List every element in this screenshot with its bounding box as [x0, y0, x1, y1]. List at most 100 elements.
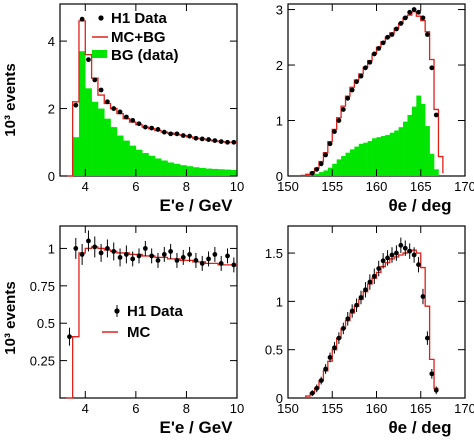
data-point [155, 258, 161, 263]
data-point [130, 256, 136, 262]
data-point [332, 129, 337, 135]
y-tick-label: 4 [48, 34, 55, 49]
legend-label-bg: BG (data) [111, 47, 179, 64]
data-point [318, 161, 324, 167]
data-point [231, 139, 237, 145]
data-point [309, 390, 315, 396]
data-point [336, 118, 342, 123]
bg-hist-bar [407, 114, 413, 176]
bg-hist-bar [142, 153, 149, 176]
panel-top-left: 4 6 8 10 0 2 4 E'e / GeV 10³ events H1 Data MC… [2, 3, 244, 215]
bg-hist-bar [173, 163, 181, 176]
data-point [199, 260, 205, 266]
bg-hist-bar [372, 138, 377, 176]
bg-hist-bar [318, 172, 324, 176]
x-tick-label: 170 [454, 179, 474, 194]
data-point [380, 40, 386, 46]
bg-hist-bar [367, 141, 373, 176]
bg-hist-bar [148, 155, 156, 176]
bg-hist-bar [104, 118, 111, 176]
data-point [363, 65, 368, 71]
data-point [371, 51, 377, 57]
bg-hist-bar [97, 108, 105, 176]
data-point [323, 366, 329, 372]
bg-hist-bar [376, 137, 382, 176]
bg-hist-bar [349, 149, 355, 176]
data-point [318, 378, 324, 384]
bg-hist-bar [129, 145, 137, 176]
panel-bottom-right: 150 155 160 165 170 0 0.5 1 1.5 θe / deg [265, 225, 474, 437]
bg-hist-bar [78, 51, 86, 177]
data-point [367, 59, 373, 65]
x-tick-label: 150 [277, 179, 299, 194]
bg-hist-bar [224, 169, 231, 176]
data-point [424, 335, 430, 341]
x-tick-label: 165 [410, 179, 432, 194]
y-tick-label: 1 [48, 241, 55, 256]
data-point [199, 136, 205, 142]
data-point [416, 262, 421, 268]
data-point [174, 131, 180, 137]
legend-label-mc: MC+BG [111, 29, 166, 46]
data-point [67, 334, 72, 340]
data-point [142, 124, 148, 130]
y-tick-label: 0.5 [265, 343, 283, 358]
x-tick-label: 8 [183, 401, 190, 416]
mc-step-line [66, 246, 237, 399]
x-tick-label: 10 [230, 179, 244, 194]
data-point [420, 294, 426, 299]
data-point [371, 273, 377, 279]
data-point [161, 129, 167, 135]
y-tick-label: 0.25 [30, 354, 55, 369]
bg-hist-bar [116, 135, 124, 176]
bg-hist-bar [110, 127, 118, 176]
data-point [327, 355, 333, 360]
x-tick-label: 160 [366, 179, 388, 194]
x-tick-label: 160 [366, 401, 388, 416]
bg-hist-bar [186, 166, 194, 176]
bg-hist-bar [85, 88, 92, 176]
data-point [394, 26, 399, 32]
data-point [117, 255, 123, 260]
bg-hist-bar [345, 152, 351, 176]
bg-hist-bar [420, 103, 426, 176]
bg-hist-bar [323, 170, 329, 176]
data-point [212, 138, 218, 143]
x-axis-label: E'e / GeV [159, 418, 233, 437]
panel-top-right: 150 155 160 165 170 0 1 2 3 θe / deg [276, 3, 474, 215]
bg-hist-bar [336, 159, 342, 176]
data-point [123, 252, 129, 257]
legend: H1 Data MC [102, 303, 184, 341]
bg-hist-bar [429, 153, 435, 176]
data-point [73, 102, 79, 108]
data-point [314, 166, 320, 172]
data-point [407, 248, 413, 254]
bg-hist-bar [211, 168, 219, 176]
x-tick-label: 170 [454, 401, 474, 416]
data-point [358, 73, 364, 79]
data-point [86, 238, 91, 244]
data-point [429, 65, 435, 71]
data-point [340, 326, 346, 331]
data-point [105, 99, 110, 105]
data-point [367, 279, 373, 285]
data-point [398, 242, 404, 248]
y-tick-label: 0 [276, 391, 283, 406]
data-point [402, 245, 408, 251]
data-point [376, 45, 382, 51]
data-point [79, 16, 85, 22]
x-axis-label: E'e / GeV [159, 196, 233, 215]
data-point [314, 385, 320, 391]
data-point [402, 15, 408, 21]
x-axis-label: θe / deg [388, 418, 451, 437]
x-axis-label: θe / deg [388, 196, 451, 215]
legend-marker-data [98, 15, 104, 21]
data-point [424, 32, 430, 37]
data-point [354, 79, 359, 85]
data-point [225, 139, 230, 145]
y-tick-label: 1.5 [265, 246, 283, 261]
legend: H1 Data MC+BG BG (data) [92, 10, 179, 64]
data-point [136, 121, 142, 127]
bg-hist-bar [180, 165, 187, 176]
